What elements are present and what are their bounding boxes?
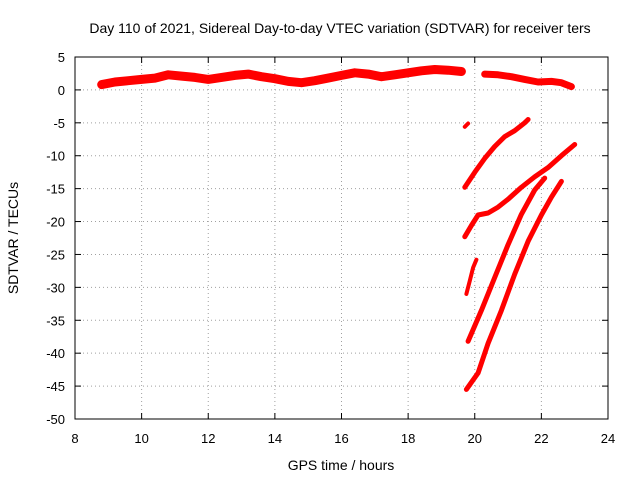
x-tick-label: 18 xyxy=(401,431,415,446)
data-series-4 xyxy=(462,117,531,190)
grid-lines xyxy=(75,57,608,419)
axis-ticks xyxy=(74,56,609,420)
y-tick-label: -35 xyxy=(46,313,65,328)
y-tick-label: -50 xyxy=(46,412,65,427)
data-series xyxy=(97,65,578,392)
y-axis-label: SDTVAR / TECUs xyxy=(5,182,21,294)
data-series-5 xyxy=(462,142,578,240)
x-tick-label: 14 xyxy=(268,431,282,446)
y-tick-label: -25 xyxy=(46,247,65,262)
chart-title: Day 110 of 2021, Sidereal Day-to-day VTE… xyxy=(89,20,590,36)
x-tick-label: 22 xyxy=(534,431,548,446)
y-tick-label: -40 xyxy=(46,346,65,361)
data-series-7 xyxy=(465,175,548,344)
y-tick-label: -20 xyxy=(46,215,65,230)
y-tick-label: -30 xyxy=(46,280,65,295)
x-tick-label: 10 xyxy=(134,431,148,446)
x-tick-label: 12 xyxy=(201,431,215,446)
x-tick-label: 24 xyxy=(601,431,615,446)
data-series-2 xyxy=(481,70,575,91)
y-tick-label: 5 xyxy=(58,50,65,65)
data-series-6 xyxy=(464,257,479,296)
data-series-8 xyxy=(463,178,564,392)
x-tick-label: 8 xyxy=(71,431,78,446)
data-series-3 xyxy=(462,121,471,129)
y-tick-label: 0 xyxy=(58,83,65,98)
y-tick-label: -5 xyxy=(53,116,65,131)
x-tick-labels: 8 10 12 14 16 18 20 22 24 xyxy=(71,431,615,446)
y-tick-labels: 5 0 -5 -10 -15 -20 -25 -30 -35 -40 -45 -50 xyxy=(46,50,65,427)
x-tick-label: 16 xyxy=(334,431,348,446)
data-series-1 xyxy=(97,65,466,90)
x-tick-label: 20 xyxy=(468,431,482,446)
y-tick-label: -45 xyxy=(46,379,65,394)
y-tick-label: -10 xyxy=(46,149,65,164)
y-tick-label: -15 xyxy=(46,182,65,197)
x-axis-label: GPS time / hours xyxy=(288,457,395,473)
